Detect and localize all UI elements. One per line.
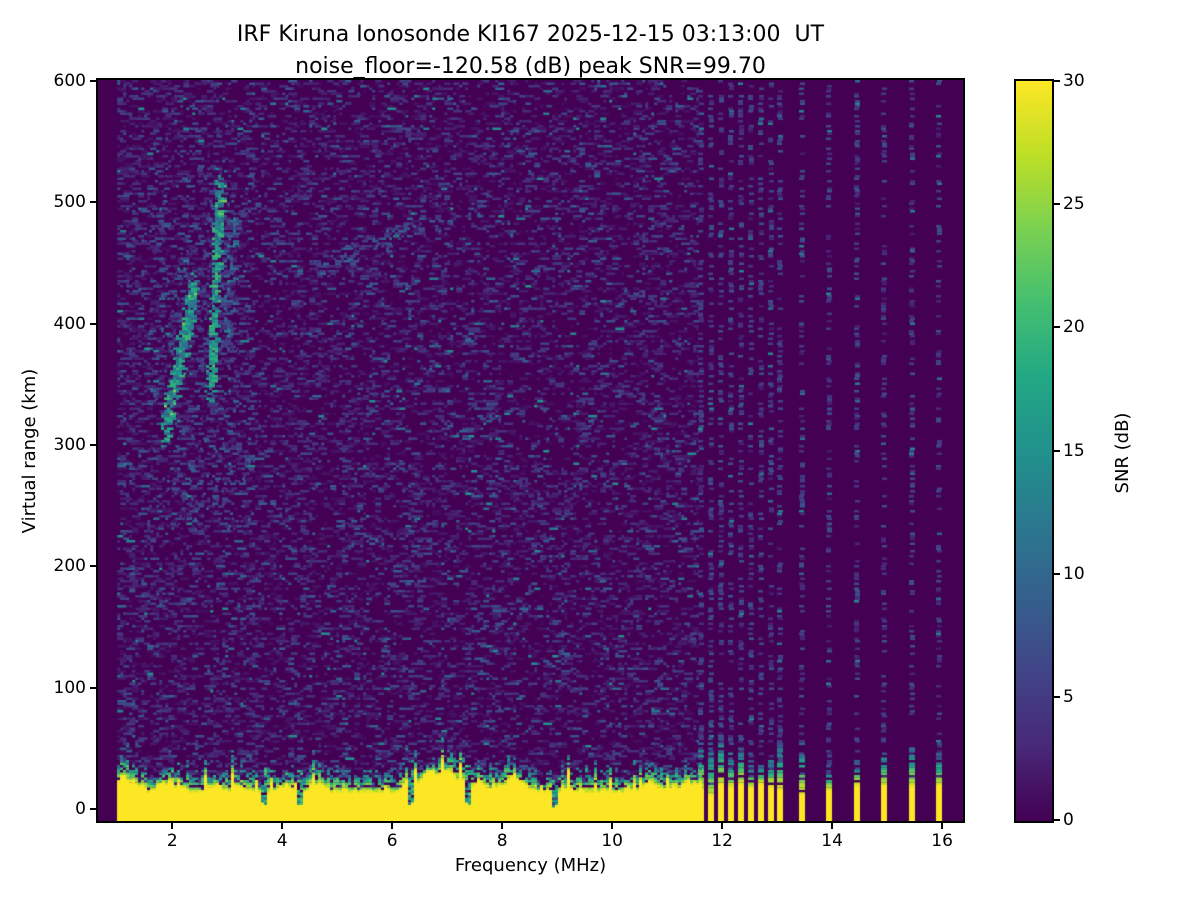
colorbar-tick-mark — [1054, 572, 1060, 575]
y-tick-label: 500 — [53, 192, 86, 213]
x-tick-mark — [721, 823, 724, 829]
y-tick-label: 200 — [53, 556, 86, 577]
y-tick-mark — [90, 322, 96, 325]
colorbar-label: SNR (dB) — [1112, 412, 1133, 494]
colorbar-tick-label: 25 — [1063, 194, 1085, 215]
x-tick-label: 8 — [496, 831, 508, 851]
x-tick-label: 14 — [821, 831, 843, 851]
x-tick-mark — [171, 823, 174, 829]
y-tick-label: 300 — [53, 435, 86, 456]
y-tick-mark — [90, 444, 96, 447]
y-tick-mark — [90, 80, 96, 83]
y-tick-label: 600 — [53, 71, 86, 92]
colorbar-tick-label: 15 — [1063, 440, 1085, 461]
y-tick-label: 100 — [53, 677, 86, 698]
colorbar-tick-mark — [1054, 819, 1060, 821]
colorbar-tick-label: 5 — [1063, 686, 1074, 707]
colorbar-tick-mark — [1054, 695, 1060, 698]
x-tick-mark — [391, 823, 394, 829]
ionogram-heatmap-canvas — [98, 80, 963, 821]
y-tick-mark — [90, 201, 96, 204]
x-tick-mark — [281, 823, 284, 829]
x-axis-label: Frequency (MHz) — [454, 855, 607, 876]
colorbar-tick-mark — [1054, 449, 1060, 452]
colorbar-tick-label: 20 — [1063, 317, 1085, 338]
chart-subtitle: noise_floor=-120.58 (dB) peak SNR=99.70 — [295, 54, 766, 79]
colorbar-tick-mark — [1054, 203, 1060, 206]
x-tick-label: 2 — [166, 831, 178, 851]
y-tick-mark — [90, 565, 96, 568]
x-tick-label: 16 — [931, 831, 953, 851]
x-tick-mark — [501, 823, 504, 829]
colorbar-tick-label: 10 — [1063, 563, 1085, 584]
x-tick-label: 6 — [386, 831, 398, 851]
colorbar-tick-label: 0 — [1063, 810, 1074, 830]
x-tick-mark — [611, 823, 614, 829]
x-tick-label: 12 — [711, 831, 733, 851]
chart-title: IRF Kiruna Ionosonde KI167 2025-12-15 03… — [236, 22, 825, 47]
y-tick-label: 0 — [75, 798, 86, 819]
y-tick-mark — [90, 686, 96, 689]
colorbar-tick-mark — [1054, 326, 1060, 329]
x-tick-label: 4 — [276, 831, 288, 851]
colorbar-tick-mark — [1054, 80, 1060, 82]
x-tick-mark — [831, 823, 834, 829]
x-tick-label: 10 — [601, 831, 623, 851]
colorbar-tick-label: 30 — [1063, 71, 1085, 91]
y-tick-mark — [90, 807, 96, 810]
colorbar — [1014, 79, 1054, 823]
x-tick-mark — [941, 823, 944, 829]
y-tick-label: 400 — [53, 313, 86, 334]
